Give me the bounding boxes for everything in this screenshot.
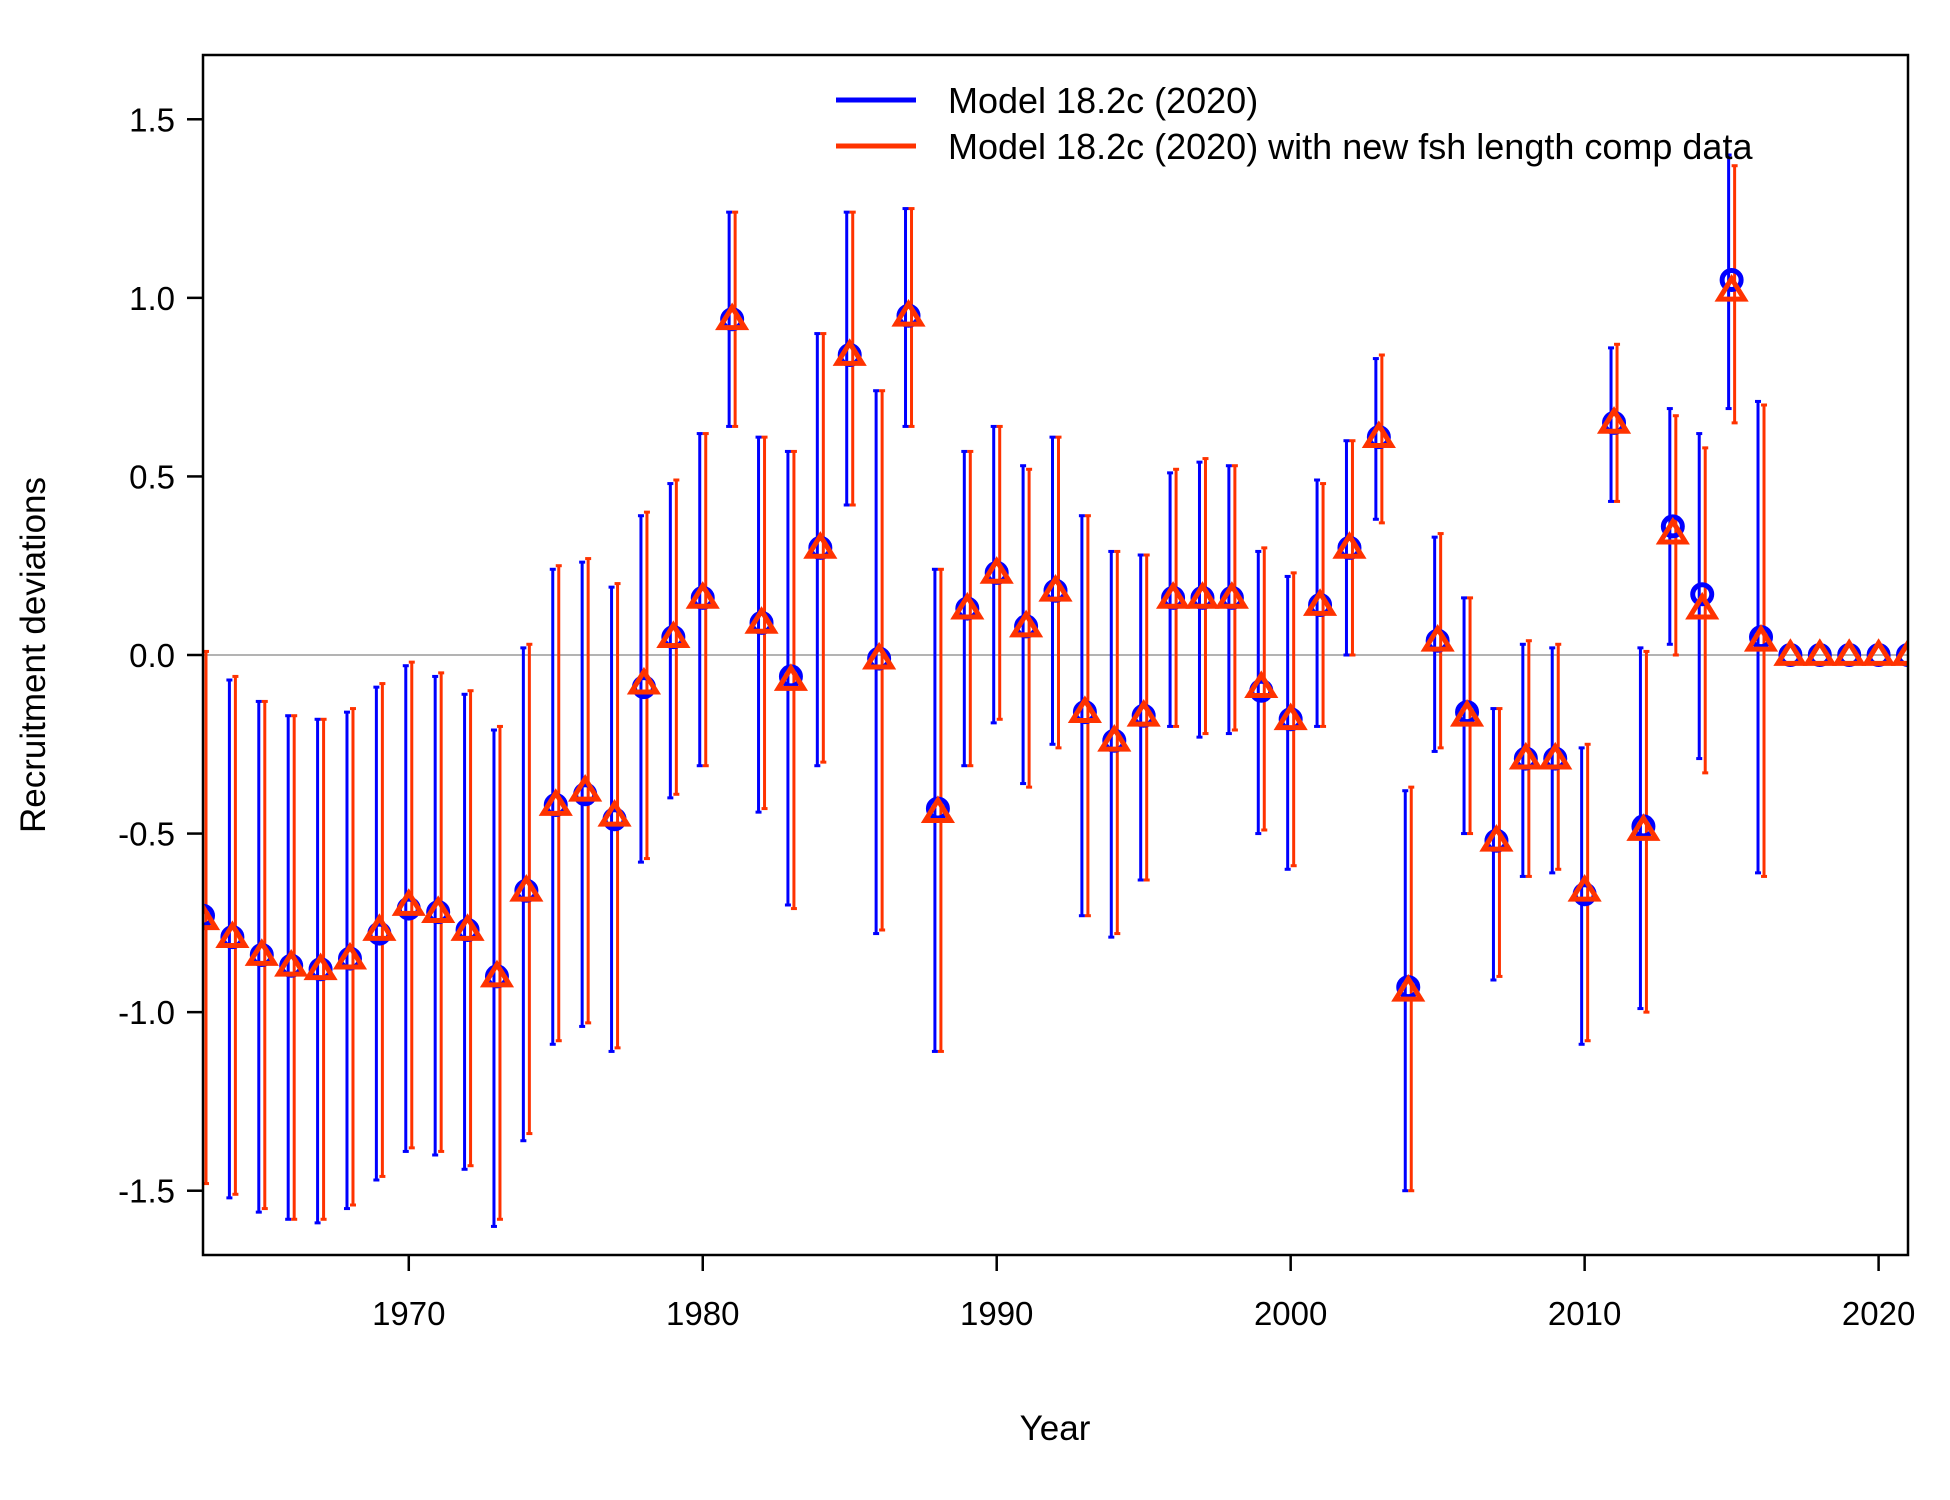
point-triangle — [244, 938, 279, 966]
point-triangle — [215, 920, 250, 949]
y-tick-label: -0.5 — [118, 816, 175, 853]
legend-label-1: Model 18.2c (2020) — [948, 80, 1258, 121]
x-tick-label: 2000 — [1254, 1295, 1327, 1332]
point-triangle — [685, 581, 720, 609]
point-triangle — [1802, 638, 1837, 666]
point-triangle — [1361, 420, 1396, 449]
legend: Model 18.2c (2020) Model 18.2c (2020) wit… — [836, 80, 1753, 167]
point-triangle — [1626, 813, 1661, 841]
y-tick-label: -1.0 — [118, 994, 175, 1031]
point-circle — [1719, 268, 1744, 292]
legend-label-2: Model 18.2c (2020) with new fsh length c… — [948, 126, 1753, 167]
point-triangle — [568, 773, 603, 802]
point-triangle — [1244, 670, 1279, 699]
y-tick-label: 1.5 — [129, 101, 175, 138]
point-triangle — [1185, 581, 1220, 609]
point-triangle — [391, 888, 426, 916]
point-triangle — [1126, 698, 1161, 727]
x-tick-label: 2010 — [1548, 1295, 1621, 1332]
point-triangle — [479, 959, 515, 988]
point-circle — [1690, 582, 1715, 607]
point-triangle — [421, 895, 456, 924]
point-triangle — [1655, 516, 1690, 545]
point-triangle — [203, 902, 221, 931]
x-tick-label: 1990 — [960, 1295, 1033, 1332]
point-triangle — [1273, 702, 1308, 731]
x-axis-title: Year — [1020, 1409, 1091, 1448]
point-triangle — [1861, 638, 1896, 666]
point-triangle — [1832, 638, 1867, 666]
point-triangle — [303, 952, 338, 981]
point-triangle — [1449, 698, 1485, 727]
point-triangle — [862, 641, 897, 670]
point-triangle — [1391, 973, 1426, 1002]
series-2-markers — [203, 273, 1908, 1002]
data-layer — [203, 153, 1908, 1228]
point-triangle — [1890, 638, 1908, 666]
point-triangle — [332, 941, 368, 970]
x-tick-label: 2020 — [1842, 1295, 1915, 1332]
point-triangle — [597, 798, 632, 827]
point-triangle — [1097, 723, 1132, 752]
point-triangle — [1302, 588, 1338, 616]
point-triangle — [538, 788, 573, 816]
x-tick-label: 1980 — [666, 1295, 739, 1332]
point-triangle — [509, 873, 544, 902]
point-triangle — [715, 302, 750, 331]
point-triangle — [979, 556, 1014, 584]
x-tick-label: 1970 — [372, 1295, 445, 1332]
point-triangle — [1067, 695, 1102, 724]
point-triangle — [803, 531, 838, 559]
point-triangle — [832, 338, 867, 366]
y-tick-label: 1.0 — [129, 280, 175, 317]
point-triangle — [362, 913, 397, 941]
point-triangle — [1714, 273, 1749, 302]
point-triangle — [773, 663, 809, 691]
point-triangle — [1538, 741, 1573, 770]
point-triangle — [1332, 531, 1367, 559]
y-axis: -1.5 -1.0 -0.5 0.0 0.5 1.0 1.5 — [118, 101, 203, 1210]
y-tick-label: 0.5 — [129, 458, 175, 495]
point-triangle — [1743, 623, 1779, 652]
y-tick-label: 0.0 — [129, 637, 175, 674]
point-triangle — [1479, 823, 1514, 852]
y-tick-label: -1.5 — [118, 1173, 175, 1210]
point-triangle — [1420, 623, 1455, 652]
point-triangle — [744, 606, 779, 634]
point-triangle — [1508, 741, 1543, 770]
point-triangle — [891, 298, 926, 327]
point-triangle — [626, 666, 662, 695]
point-triangle — [1214, 581, 1249, 609]
series-2 — [203, 164, 1768, 1221]
series-1 — [226, 153, 1762, 1228]
point-triangle — [920, 795, 955, 824]
x-axis: 1970 1980 1990 2000 2010 2020 — [372, 1255, 1915, 1332]
point-circle — [203, 903, 215, 928]
point-triangle — [1596, 406, 1632, 434]
point-triangle — [950, 591, 985, 620]
point-triangle — [1773, 638, 1808, 666]
point-triangle — [1038, 573, 1073, 602]
point-triangle — [1156, 581, 1191, 609]
point-triangle — [274, 948, 309, 977]
series-1-markers — [203, 268, 1908, 1000]
y-axis-title: Recruitment deviations — [14, 477, 53, 833]
point-triangle — [1009, 609, 1044, 638]
point-triangle — [1567, 873, 1602, 902]
point-triangle — [450, 913, 485, 941]
point-triangle — [656, 620, 691, 649]
point-triangle — [1685, 591, 1720, 620]
